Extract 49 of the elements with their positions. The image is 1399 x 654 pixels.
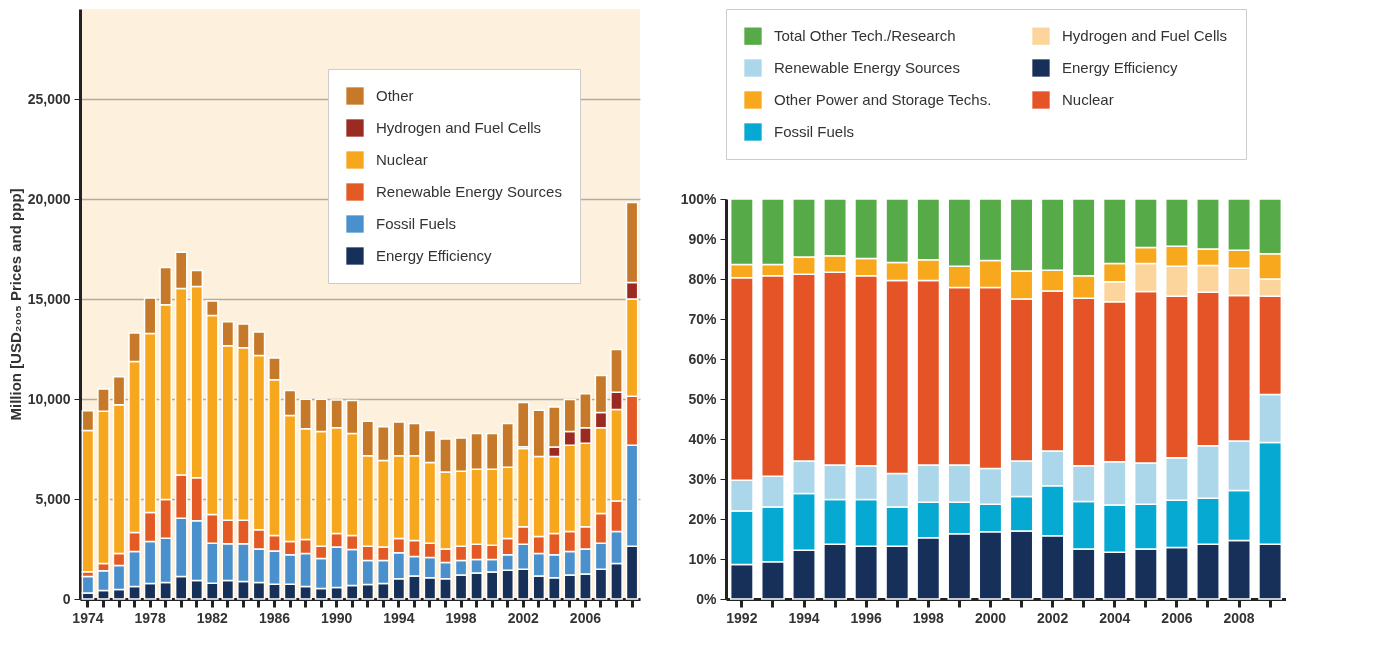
- legend-label: Fossil Fuels: [376, 215, 457, 232]
- y-tick-label: 40%: [688, 430, 718, 447]
- legend-label: Fossil Fuels: [774, 123, 855, 140]
- y-tick-label: 5,000: [35, 490, 71, 507]
- x-tick-label: 1986: [258, 609, 291, 626]
- x-tick-label: 1998: [912, 609, 945, 626]
- y-tick-label: 80%: [688, 270, 718, 287]
- x-tick-label: 2000: [974, 609, 1007, 626]
- x-tick-label: 1994: [383, 609, 415, 626]
- y-tick-label: 30%: [688, 470, 718, 487]
- legend-label: Hydrogen and Fuel Cells: [376, 119, 542, 136]
- legend-label: Renewable Energy Sources: [376, 183, 562, 200]
- y-tick-label: 60%: [688, 350, 718, 367]
- y-tick-label: 25,000: [27, 90, 71, 107]
- y-tick-label: 0%: [696, 590, 718, 607]
- x-tick-label: 2004: [1099, 609, 1131, 626]
- y-tick-label: 70%: [688, 310, 718, 327]
- y-tick-label: 20%: [688, 510, 718, 527]
- x-tick-label: 2006: [1161, 609, 1193, 626]
- legend-label: Other: [376, 87, 414, 104]
- y-tick-label: 50%: [688, 390, 718, 407]
- legend-label: Energy Efficiency: [376, 247, 493, 264]
- x-tick-label: 1998: [445, 609, 477, 626]
- y-tick-label: 10%: [688, 550, 718, 567]
- y-tick-label: 10,000: [27, 390, 71, 407]
- legend-label: Renewable Energy Sources: [774, 59, 960, 76]
- y-tick-label: 20,000: [27, 190, 71, 207]
- y-tick-label: 15,000: [27, 290, 71, 307]
- x-tick-label: 1994: [788, 609, 820, 626]
- x-tick-label: 1978: [134, 609, 166, 626]
- x-tick-label: 1996: [850, 609, 882, 626]
- y-axis-title: Million [USD₂₀₀₅ Prices and ppp]: [6, 188, 24, 421]
- y-tick-label: 100%: [680, 190, 718, 207]
- legend-label: Total Other Tech./Research: [774, 27, 956, 45]
- y-tick-label: 0: [62, 590, 71, 607]
- legend-label: Other Power and Storage Techs.: [774, 91, 992, 108]
- y-tick-label: 90%: [688, 230, 718, 247]
- x-tick-label: 1982: [196, 609, 229, 626]
- x-tick-label: 2002: [1037, 609, 1069, 626]
- legend-label: Energy Efficiency: [1062, 59, 1179, 76]
- x-tick-label: 1990: [321, 609, 353, 626]
- legend-label: Nuclear: [376, 151, 428, 168]
- x-tick-label: 1992: [726, 609, 758, 626]
- x-tick-label: 2006: [569, 609, 602, 626]
- x-tick-label: 1974: [72, 609, 104, 626]
- legend-label: Hydrogen and Fuel Cells: [1062, 27, 1228, 45]
- x-tick-label: 2008: [1223, 609, 1255, 626]
- x-tick-label: 2002: [507, 609, 540, 626]
- legend-label: Nuclear: [1062, 91, 1114, 108]
